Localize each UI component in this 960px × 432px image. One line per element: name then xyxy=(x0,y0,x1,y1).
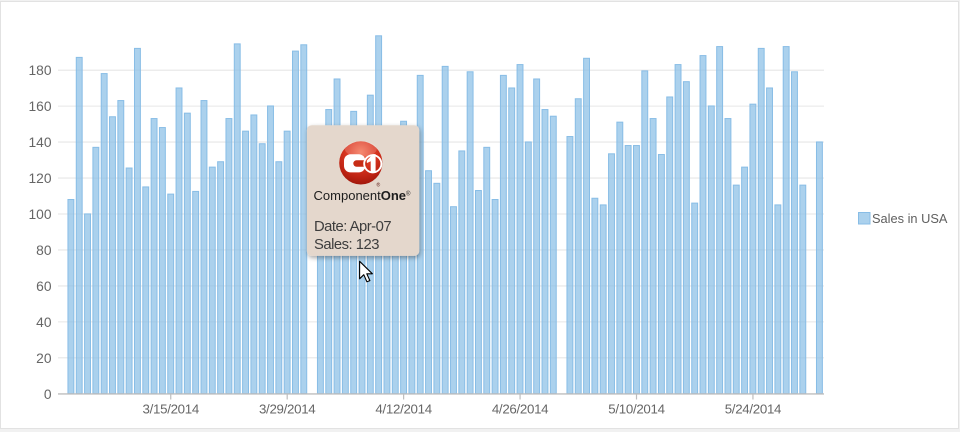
svg-text:ComponentOne®: ComponentOne® xyxy=(314,188,412,203)
svg-text:80: 80 xyxy=(36,243,52,258)
svg-text:20: 20 xyxy=(36,351,52,366)
svg-text:Date: Apr-07: Date: Apr-07 xyxy=(314,219,391,235)
svg-text:5/24/2014: 5/24/2014 xyxy=(725,401,781,416)
svg-text:180: 180 xyxy=(28,63,51,78)
svg-text:5/10/2014: 5/10/2014 xyxy=(608,401,664,416)
svg-text:140: 140 xyxy=(28,135,51,150)
svg-text:160: 160 xyxy=(28,99,51,114)
svg-text:0: 0 xyxy=(44,387,52,402)
svg-text:Sales: 123: Sales: 123 xyxy=(314,237,379,253)
svg-text:Sales in USA: Sales in USA xyxy=(872,211,948,226)
svg-text:3/29/2014: 3/29/2014 xyxy=(259,401,315,416)
svg-text:60: 60 xyxy=(36,279,52,294)
svg-text:®: ® xyxy=(377,182,381,189)
svg-text:100: 100 xyxy=(28,207,51,222)
svg-text:3/15/2014: 3/15/2014 xyxy=(143,401,199,416)
svg-text:120: 120 xyxy=(28,171,51,186)
svg-text:40: 40 xyxy=(36,315,52,330)
svg-text:4/12/2014: 4/12/2014 xyxy=(375,401,431,416)
svg-text:4/26/2014: 4/26/2014 xyxy=(492,401,548,416)
